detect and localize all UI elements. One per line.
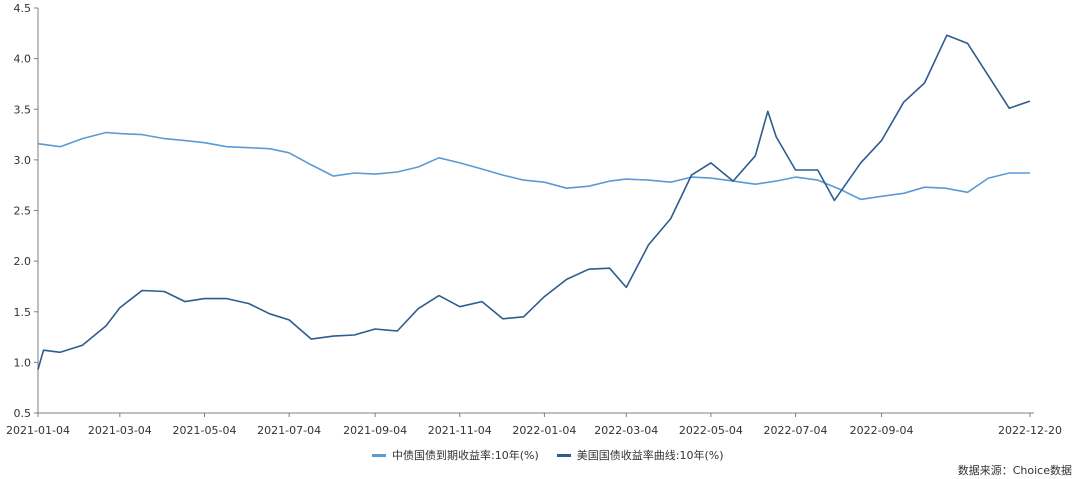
- x-tick-label: 2021-09-04: [343, 424, 407, 437]
- y-tick-label: 1.5: [14, 306, 32, 319]
- legend-label-us-10y: 美国国债收益率曲线:10年(%): [576, 449, 724, 462]
- x-tick-label: 2022-01-04: [512, 424, 576, 437]
- x-tick-label: 2022-09-04: [850, 424, 914, 437]
- y-tick-label: 4.5: [14, 2, 32, 15]
- y-tick-label: 3.5: [14, 103, 32, 116]
- x-tick-label: 2021-11-04: [428, 424, 492, 437]
- y-tick-label: 3.0: [14, 154, 32, 167]
- legend-swatch-us-10y: [556, 453, 571, 457]
- y-tick-label: 0.5: [14, 407, 32, 420]
- y-tick-label: 1.0: [14, 356, 32, 369]
- y-tick-label: 2.5: [14, 205, 32, 218]
- series-layer: [37, 34, 1031, 370]
- x-tick-label: 2022-05-04: [679, 424, 743, 437]
- x-axis: 2021-01-04 2021-03-04 2021-05-04 2021-07-04…: [6, 412, 1062, 437]
- data-source-note: 数据来源：Choice数据: [957, 464, 1072, 477]
- x-tick-label: 2021-05-04: [173, 424, 237, 437]
- x-tick-label: 2021-07-04: [257, 424, 321, 437]
- x-tick-label: 2022-07-04: [764, 424, 828, 437]
- legend-label-china-10y: 中债国债到期收益率:10年(%): [392, 449, 539, 462]
- x-tick-label: 2022-12-20: [998, 424, 1062, 437]
- y-tick-label: 4.0: [14, 53, 32, 66]
- y-tick-label: 2.0: [14, 255, 32, 268]
- legend: 中债国债到期收益率:10年(%) 美国国债收益率曲线:10年(%): [372, 447, 724, 463]
- x-tick-label: 2021-01-04: [6, 424, 70, 437]
- legend-swatch-china-10y: [372, 453, 386, 457]
- series-line-us-10y: [37, 34, 1031, 370]
- series-line-china-10y: [37, 131, 1030, 201]
- x-tick-label: 2022-03-04: [594, 424, 658, 437]
- y-axis: 0.5 1.0 1.5 2.0 2.5 3.0 3.5 4.0 4.5: [14, 2, 39, 420]
- legend-item-us-10y: 美国国债收益率曲线:10年(%): [556, 447, 724, 463]
- legend-item-china-10y: 中债国债到期收益率:10年(%): [372, 447, 539, 463]
- x-tick-label: 2021-03-04: [88, 424, 152, 437]
